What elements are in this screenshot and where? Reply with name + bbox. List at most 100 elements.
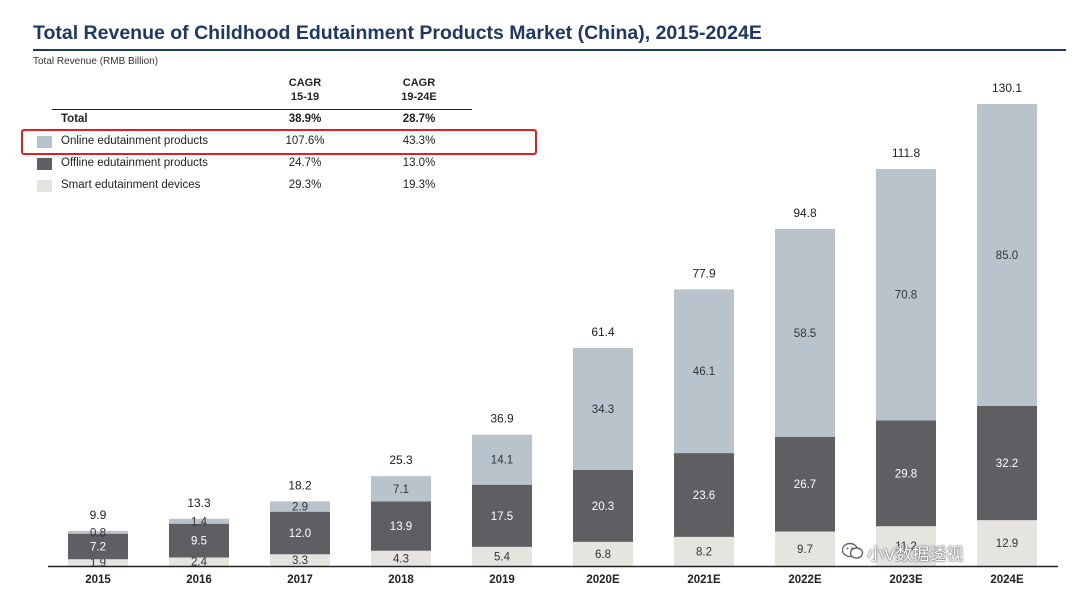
bar-segment-offline-edutainment-products	[876, 420, 936, 527]
bar-segment-smart-edutainment-devices	[68, 559, 128, 566]
bar-segment-smart-edutainment-devices	[977, 520, 1037, 566]
cagr-row-label: Total	[61, 113, 88, 125]
bar-segment-offline-edutainment-products	[371, 501, 431, 551]
watermark-text: 小V数据透视	[867, 545, 964, 564]
data-label: 8.2	[696, 546, 712, 558]
bar-segment-offline-edutainment-products	[977, 405, 1037, 521]
total-label: 130.1	[992, 81, 1022, 95]
data-label: 58.5	[794, 328, 816, 340]
data-label: 9.7	[797, 544, 813, 556]
data-label: 26.7	[794, 479, 816, 491]
legend-label: Online edutainment products	[61, 135, 209, 147]
cagr-header-rule	[52, 109, 472, 110]
cagr-15-19-value: 29.3%	[288, 179, 322, 191]
bar-segment-online-edutainment-products	[876, 168, 936, 421]
x-tick-label: 2023E	[889, 574, 923, 586]
bar-segment-offline-edutainment-products	[270, 511, 330, 555]
bar-segment-smart-edutainment-devices	[573, 541, 633, 566]
data-label: 29.8	[895, 468, 917, 480]
total-label: 18.2	[288, 478, 312, 492]
bar-segment-offline-edutainment-products	[573, 469, 633, 542]
cagr-15-19-value: 24.7%	[288, 157, 322, 169]
bar-segment-online-edutainment-products	[573, 347, 633, 470]
total-label: 25.3	[389, 453, 413, 467]
bar-segment-smart-edutainment-devices	[169, 557, 229, 566]
legend-label: Offline edutainment products	[61, 157, 208, 169]
bar-segment-offline-edutainment-products	[472, 484, 532, 547]
bar-segment-smart-edutainment-devices	[371, 550, 431, 566]
data-label: 32.2	[996, 458, 1018, 470]
bar-segment-smart-edutainment-devices	[775, 531, 835, 566]
bar-segment-offline-edutainment-products	[674, 453, 734, 537]
data-label: 11.2	[895, 541, 917, 553]
data-label: 12.9	[996, 538, 1018, 550]
data-label: 4.3	[393, 553, 409, 565]
bar-segment-smart-edutainment-devices	[674, 536, 734, 566]
bar-segment-smart-edutainment-devices	[472, 546, 532, 566]
watermark: 小V数据透视	[841, 540, 964, 565]
title-divider	[33, 49, 1066, 51]
total-label: 36.9	[490, 412, 514, 426]
data-label: 7.2	[90, 541, 106, 553]
bar-segment-online-edutainment-products	[371, 476, 431, 502]
highlight-box	[21, 129, 537, 155]
data-label: 2.4	[191, 557, 208, 569]
data-label: 9.5	[191, 536, 207, 548]
legend-label: Smart edutainment devices	[61, 179, 201, 191]
offline-swatch	[37, 158, 52, 170]
total-label: 111.8	[892, 146, 921, 160]
data-label: 7.1	[393, 484, 409, 496]
data-label: 5.4	[494, 551, 511, 563]
online-swatch	[37, 136, 52, 148]
data-label: 1.9	[90, 558, 106, 570]
bar-segment-online-edutainment-products	[472, 434, 532, 485]
data-label: 17.5	[491, 511, 513, 523]
data-label: 46.1	[693, 366, 715, 378]
data-label: 6.8	[595, 549, 611, 561]
x-tick-label: 2022E	[788, 574, 822, 586]
x-tick-label: 2015	[85, 574, 111, 586]
data-label: 3.3	[292, 555, 308, 567]
cagr-header-19-24: CAGR 19-24E	[401, 77, 437, 103]
data-label: 85.0	[996, 250, 1018, 262]
data-label: 23.6	[693, 490, 715, 502]
x-tick-label: 2018	[388, 574, 414, 586]
data-label: 14.1	[491, 455, 513, 467]
data-label: 12.0	[289, 528, 311, 540]
data-label: 70.8	[895, 290, 917, 302]
x-tick-label: 2019	[489, 574, 515, 586]
smart-swatch	[37, 180, 52, 192]
bar-segment-online-edutainment-products	[169, 518, 229, 524]
bar-segment-smart-edutainment-devices	[270, 554, 330, 566]
cagr-header-15-19: CAGR 15-19	[288, 77, 322, 103]
bar-segment-online-edutainment-products	[977, 104, 1037, 406]
data-label: 13.9	[390, 521, 412, 533]
data-label: 2.9	[292, 502, 308, 514]
bar-segment-offline-edutainment-products	[169, 523, 229, 558]
bar-segment-offline-edutainment-products	[775, 436, 835, 532]
x-tick-label: 2024E	[990, 574, 1024, 586]
cagr-19-24-value: 43.3%	[402, 135, 436, 147]
total-label: 9.9	[90, 508, 107, 522]
cagr-19-24-value: 19.3%	[402, 179, 436, 191]
cagr-19-24-value: 28.7%	[402, 113, 436, 125]
cagr-15-19-value: 38.9%	[288, 113, 322, 125]
x-tick-label: 2020E	[586, 574, 620, 586]
total-label: 94.8	[793, 206, 817, 220]
data-label: 0.8	[90, 527, 106, 539]
data-label: 20.3	[592, 501, 614, 513]
data-label: 1.4	[191, 516, 208, 528]
wechat-icon	[841, 542, 864, 565]
total-label: 13.3	[187, 496, 211, 510]
bar-segment-online-edutainment-products	[68, 530, 128, 534]
x-tick-label: 2016	[186, 574, 212, 586]
bar-segment-offline-edutainment-products	[68, 533, 128, 560]
total-label: 61.4	[591, 325, 615, 339]
data-label: 34.3	[592, 404, 614, 416]
total-label: 77.9	[692, 266, 716, 280]
bar-segment-smart-edutainment-devices	[876, 526, 936, 566]
bar-segment-online-edutainment-products	[674, 289, 734, 454]
bar-segment-online-edutainment-products	[775, 228, 835, 437]
x-tick-label: 2021E	[687, 574, 721, 586]
